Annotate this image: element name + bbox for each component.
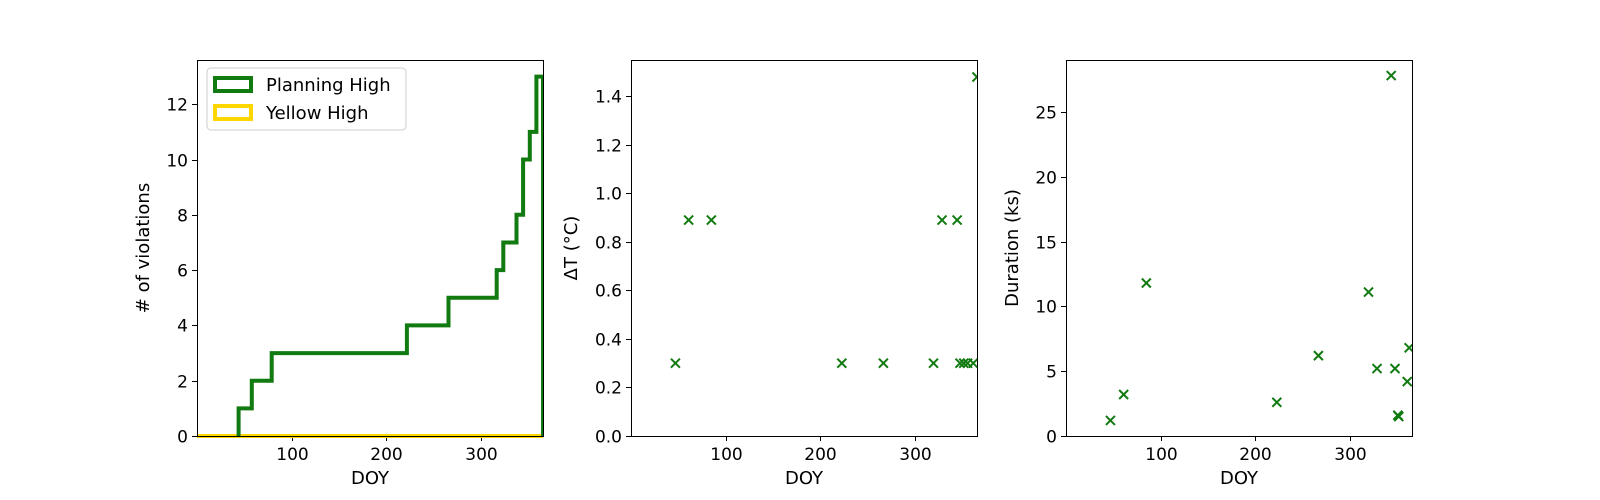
y-tick-label: 0.4: [595, 331, 622, 351]
y-tick-label: 0.6: [595, 282, 622, 302]
data-point: [1385, 70, 1397, 81]
y-axis-label: ΔT (°C): [561, 216, 582, 281]
plot-area: [670, 71, 978, 369]
data-point-stroke: [958, 358, 969, 369]
y-tick-label: 1.2: [595, 137, 622, 157]
data-point-stroke: [1402, 376, 1413, 387]
x-tick-label: 100: [710, 445, 742, 465]
y-tick-label: 0: [1046, 428, 1057, 448]
y-tick-label: 1.4: [595, 88, 622, 108]
data-point-stroke: [1363, 286, 1374, 298]
data-point-stroke: [706, 214, 717, 226]
legend: Planning High Yellow High: [206, 67, 407, 131]
data-point: [1389, 363, 1401, 374]
data-point: [1363, 286, 1374, 298]
data-point: [670, 358, 681, 369]
data-point: [1393, 411, 1404, 422]
data-point-stroke: [1105, 415, 1116, 426]
plot-frame: [631, 60, 978, 437]
data-point-stroke: [954, 358, 966, 369]
data-point-stroke: [1271, 397, 1283, 408]
data-point: [878, 358, 889, 369]
data-point: [951, 214, 963, 226]
data-point-stroke: [1393, 411, 1404, 422]
data-point-stroke: [1313, 350, 1324, 361]
chart-panel-1: 100 200 300 0 2 4 6 8 10 12 DOY # of violations Plan…: [133, 60, 544, 489]
chart-panel-3: 100 200 300 0 5 10 15 20 25 DOY Duration (ks): [1002, 60, 1413, 489]
y-axis-label: # of violations: [133, 183, 154, 313]
series-line-planning-high: [236, 74, 544, 436]
data-point: [936, 214, 948, 226]
data-point: [958, 358, 969, 369]
x-tick-label: 300: [899, 445, 931, 465]
y-tick-label: 10: [166, 152, 188, 172]
x-tick-label: 200: [1239, 445, 1271, 465]
data-point: [1371, 363, 1383, 374]
x-tick-label: 300: [1334, 445, 1366, 465]
data-point-stroke: [836, 358, 848, 369]
y-tick-label: 6: [177, 262, 188, 282]
chart-panel-2: 100 200 300 0.0 0.2 0.4 0.6 0.8 1.0 1.2 1.4 DOY ΔT (…: [561, 60, 978, 489]
data-point: [1141, 277, 1152, 289]
data-point-stroke: [951, 214, 963, 226]
data-point-stroke: [683, 214, 694, 226]
y-tick-label: 0.8: [595, 234, 622, 254]
legend-swatch: [213, 104, 253, 121]
data-point-stroke: [878, 358, 889, 369]
plot-area: [197, 74, 544, 438]
data-point-stroke: [1389, 363, 1401, 374]
data-point-stroke: [1385, 70, 1397, 81]
x-tick-label: 200: [804, 445, 836, 465]
plot-frame: [197, 60, 544, 437]
x-axis-label: DOY: [351, 468, 390, 489]
x-axis-label: DOY: [785, 468, 824, 489]
y-tick-label: 2: [177, 373, 188, 393]
x-tick-label: 300: [465, 445, 497, 465]
legend-swatch: [213, 76, 253, 93]
data-point-stroke: [928, 358, 939, 369]
data-point: [1402, 376, 1413, 387]
legend-label: Yellow High: [265, 103, 369, 124]
data-point-stroke: [968, 358, 978, 369]
data-point: [683, 214, 694, 226]
data-point: [836, 358, 848, 369]
x-axis-label: DOY: [1220, 468, 1259, 489]
data-point-stroke: [1118, 389, 1129, 400]
data-point: [968, 358, 978, 369]
legend-box: [206, 67, 407, 131]
y-tick-label: 0.2: [595, 379, 622, 399]
data-point: [1105, 415, 1116, 426]
y-tick-label: 12: [166, 96, 188, 116]
x-tick-label: 100: [1145, 445, 1177, 465]
data-point-stroke: [1371, 363, 1383, 374]
data-point-stroke: [1141, 277, 1152, 289]
y-tick-label: 8: [177, 207, 188, 227]
data-point: [954, 358, 966, 369]
data-point: [706, 214, 717, 226]
y-tick-label: 4: [177, 317, 188, 337]
x-tick-label: 200: [370, 445, 402, 465]
y-tick-label: 15: [1035, 234, 1057, 254]
y-tick-label: 25: [1035, 104, 1057, 124]
data-point: [928, 358, 939, 369]
y-tick-label: 5: [1046, 363, 1057, 383]
data-point-stroke: [936, 214, 948, 226]
plot-frame: [1066, 60, 1413, 437]
y-axis-label: Duration (ks): [1002, 189, 1023, 307]
legend-label: Planning High: [266, 75, 391, 96]
y-tick-label: 1.0: [595, 185, 622, 205]
plot-area: [1105, 70, 1413, 426]
y-tick-label: 0.0: [595, 428, 622, 448]
x-tick-label: 100: [276, 445, 308, 465]
data-point-stroke: [670, 358, 681, 369]
data-point: [1313, 350, 1324, 361]
y-tick-label: 0: [177, 428, 188, 448]
data-point: [1118, 389, 1129, 400]
data-point: [1271, 397, 1283, 408]
y-tick-label: 20: [1035, 169, 1057, 189]
y-tick-label: 10: [1035, 298, 1057, 318]
